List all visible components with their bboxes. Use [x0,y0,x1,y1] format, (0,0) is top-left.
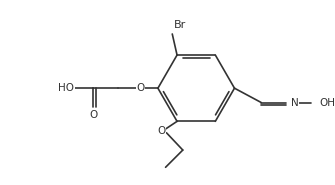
Text: O: O [90,110,98,120]
Text: HO: HO [58,83,74,93]
Text: OH: OH [320,97,335,107]
Text: Br: Br [174,20,187,30]
Text: O: O [137,83,145,93]
Text: O: O [157,126,166,136]
Text: N: N [291,97,299,107]
